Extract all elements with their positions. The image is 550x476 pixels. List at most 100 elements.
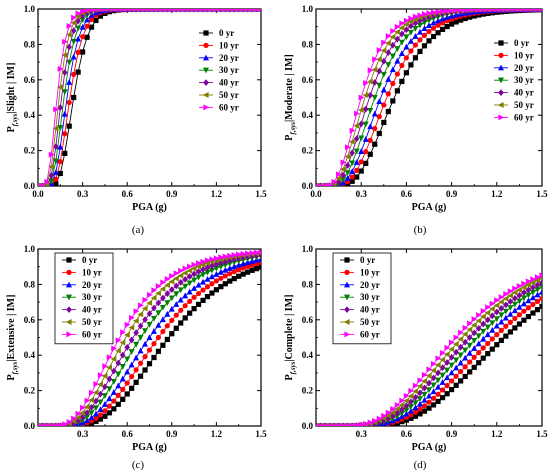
legend-entry-label: 50 yr — [82, 317, 102, 327]
series-point-6 — [164, 9, 171, 13]
series-point-2 — [502, 314, 509, 321]
series-point-6 — [227, 252, 233, 259]
series-point-5 — [83, 403, 90, 410]
series-point-6 — [539, 9, 542, 13]
series-point-6 — [521, 9, 528, 13]
series-point-1 — [71, 71, 77, 77]
series-point-5 — [181, 269, 188, 276]
series-point-6 — [169, 272, 175, 279]
series-point-4 — [151, 304, 157, 312]
series-point-6 — [236, 251, 242, 258]
series-point-3 — [79, 17, 86, 24]
x-axis-label: PGA (g) — [412, 442, 447, 453]
series-point-6 — [494, 9, 500, 13]
y-tick-label: 0.2 — [24, 146, 36, 156]
series-point-3 — [200, 272, 207, 278]
series-point-6 — [245, 250, 251, 257]
legend-marker — [344, 331, 351, 338]
series-point-6 — [213, 255, 220, 262]
legend-entry-label: 60 yr — [219, 102, 239, 112]
series-point-1 — [133, 367, 139, 373]
series-point-1 — [354, 167, 360, 173]
series-point-2 — [371, 110, 378, 117]
legend-entry-label: 50 yr — [219, 90, 239, 100]
series-point-3 — [516, 298, 523, 305]
series-point-6 — [399, 397, 406, 404]
series-point-4 — [367, 91, 374, 99]
series-point-5 — [353, 122, 360, 129]
series-point-6 — [530, 276, 537, 283]
series-point-1 — [137, 360, 144, 366]
series-point-2 — [177, 296, 184, 303]
series-point-5 — [380, 47, 387, 54]
series-point-3 — [480, 328, 487, 335]
series-point-2 — [75, 35, 82, 42]
series-point-1 — [494, 332, 500, 338]
y-axis-label-main: P — [6, 374, 17, 380]
series-point-5 — [52, 125, 59, 132]
series-point-2 — [222, 266, 229, 273]
series-point-5 — [452, 341, 459, 348]
series-point-3 — [182, 283, 189, 290]
series-point-6 — [258, 9, 261, 12]
series-point-5 — [407, 18, 414, 25]
series-point-0 — [115, 401, 121, 407]
series-point-3 — [466, 342, 473, 349]
series-point-3 — [421, 391, 428, 398]
series-point-1 — [358, 159, 364, 165]
series-point-0 — [102, 413, 108, 419]
series-point-5 — [484, 309, 491, 316]
series-point-6 — [467, 320, 473, 327]
series-point-4 — [390, 412, 396, 420]
series-point-0 — [394, 88, 400, 94]
series-point-4 — [462, 338, 468, 346]
series-point-1 — [385, 91, 391, 97]
series-point-5 — [115, 347, 121, 354]
series-point-6 — [340, 422, 347, 426]
series-point-1 — [75, 49, 81, 55]
series-point-6 — [385, 409, 392, 416]
series-point-6 — [354, 110, 360, 117]
series-point-0 — [191, 306, 197, 312]
series-point-2 — [493, 322, 500, 329]
series-point-3 — [371, 94, 378, 101]
series-point-3 — [150, 315, 157, 322]
series-point-4 — [195, 268, 202, 275]
series-point-0 — [367, 151, 373, 157]
series-point-1 — [367, 137, 373, 143]
series-point-3 — [394, 46, 401, 52]
y-tick-label: 0.4 — [24, 350, 36, 360]
series-point-1 — [430, 25, 437, 31]
series-point-6 — [53, 106, 60, 113]
series-point-3 — [57, 125, 64, 131]
series-point-0 — [489, 346, 495, 352]
series-point-5 — [525, 281, 532, 288]
series-point-3 — [426, 387, 432, 394]
series-point-1 — [372, 125, 378, 132]
series-point-5 — [190, 265, 197, 272]
x-tick-label: 0.6 — [401, 429, 413, 439]
series-point-4 — [516, 291, 523, 299]
series-point-6 — [209, 256, 216, 263]
series-area — [316, 9, 542, 186]
series-point-1 — [376, 114, 382, 120]
legend-marker — [497, 102, 504, 108]
series-point-4 — [53, 143, 59, 151]
y-tick-label: 0.4 — [24, 110, 36, 120]
legend-marker — [66, 281, 72, 288]
chart-panel-3: 0.0 0.2 0.4 0.6 0.8 1.0 0.3 0.6 0.9 1.2 1.5 PGA (g)… — [284, 244, 548, 471]
series-point-0 — [453, 382, 459, 388]
series-point-3 — [124, 356, 131, 363]
series-point-3 — [155, 310, 162, 317]
series-point-3 — [97, 399, 104, 406]
series-point-4 — [146, 310, 153, 318]
series-point-4 — [371, 79, 378, 86]
y-tick-label: 0.0 — [302, 421, 314, 431]
series-point-3 — [426, 17, 432, 24]
series-point-4 — [119, 351, 126, 359]
series-point-5 — [132, 317, 139, 324]
series-point-1 — [66, 99, 72, 106]
series-point-4 — [457, 343, 464, 351]
series-point-5 — [475, 317, 482, 324]
series-point-3 — [168, 295, 175, 302]
